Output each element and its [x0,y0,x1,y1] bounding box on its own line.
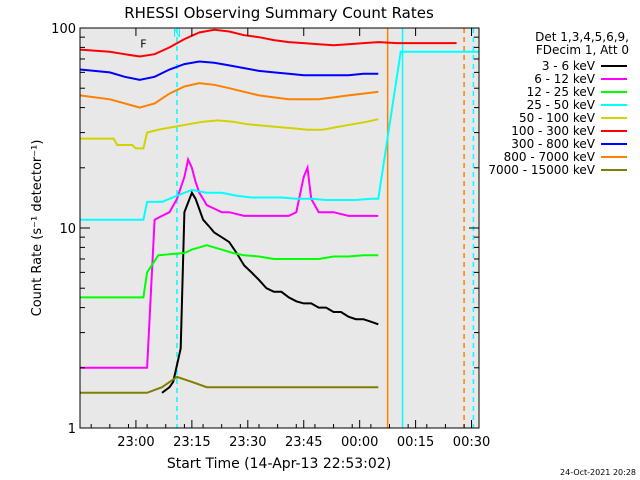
x-tick-label-4: 00:00 [341,435,378,450]
series-line-2 [80,244,379,299]
x-tick-label-6: 00:30 [453,435,490,450]
chart-title: RHESSI Observing Summary Count Rates [124,4,434,22]
legend-entry-label-4: 50 - 100 keV [519,111,596,125]
legend-entry-label-1: 6 - 12 keV [534,72,596,86]
x-axis-label: Start Time (14-Apr-13 22:53:02) [167,456,391,472]
series-line-0 [161,190,379,394]
legend-entry-label-6: 300 - 800 keV [511,137,595,151]
series-line-6 [79,60,379,81]
series-line-5 [79,28,457,58]
legend-entry-label-0: 3 - 6 keV [542,59,596,73]
legend-header-line-1: Det 1,3,4,5,6,9, [535,30,629,44]
y-tick-label-1: 10 [59,222,76,237]
legend-entry-label-7: 800 - 7000 keV [504,150,596,164]
x-tick-label-1: 23:15 [173,435,210,450]
legend-header-line-2: FDecim 1, Att 0 [536,43,629,57]
x-tick-label-2: 23:30 [229,435,266,450]
x-tick-label-0: 23:00 [117,435,154,450]
flag-annotation-0: F [140,37,146,50]
flag-annotation-1: N [173,27,181,40]
y-tick-label-2: 100 [51,22,76,37]
y-tick-label-0: 1 [68,422,76,437]
x-tick-label-5: 00:15 [397,435,434,450]
legend-entry-label-3: 25 - 50 keV [527,98,596,112]
legend-entry-label-8: 7000 - 15000 keV [488,163,595,177]
legend: Det 1,3,4,5,6,9, FDecim 1, Att 0 3 - 6 k… [488,30,629,177]
series-line-8 [80,375,379,394]
series-line-4 [80,118,379,150]
legend-entry-label-5: 100 - 300 keV [511,124,595,138]
y-axis-label: Count Rate (s⁻¹ detector⁻¹) [30,140,45,317]
series-line-1 [80,156,379,369]
series-line-7 [79,82,379,109]
legend-entry-label-2: 12 - 25 keV [527,85,596,99]
series-line-3 [80,50,479,221]
footer-timestamp: 24-Oct-2021 20:28 [560,468,636,477]
x-tick-label-3: 23:45 [285,435,322,450]
